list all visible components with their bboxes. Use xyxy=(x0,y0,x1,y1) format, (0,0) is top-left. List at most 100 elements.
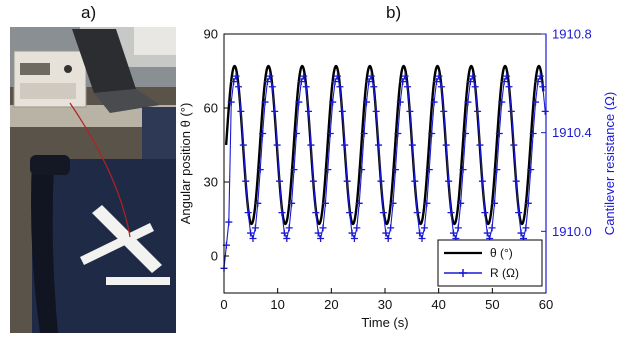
data-point-R xyxy=(367,72,375,80)
data-point-R xyxy=(268,83,276,91)
data-point-R xyxy=(271,107,279,115)
data-point-R xyxy=(442,141,450,149)
legend-label-R: R (Ω) xyxy=(490,266,519,280)
y-left-tick-label: 30 xyxy=(204,175,218,190)
data-point-R xyxy=(237,107,245,115)
data-point-R xyxy=(343,177,351,185)
data-point-R xyxy=(524,199,532,207)
data-point-R xyxy=(353,224,361,232)
lab-setup-photo xyxy=(10,27,176,333)
x-tick-label: 40 xyxy=(431,297,445,312)
data-point-R xyxy=(379,209,387,217)
panel-label-b: b) xyxy=(386,3,402,22)
data-point-R xyxy=(536,72,544,80)
data-point-R xyxy=(280,229,288,237)
data-point-R xyxy=(247,229,255,237)
data-point-R xyxy=(527,166,535,174)
data-point-R xyxy=(505,83,513,91)
y-axis-left-label: Angular position θ (°) xyxy=(178,103,193,225)
data-point-R xyxy=(242,177,250,185)
data-point-R xyxy=(510,141,518,149)
data-point-R xyxy=(309,177,317,185)
data-point-R xyxy=(437,83,445,91)
data-point-R xyxy=(476,141,484,149)
legend-label-theta: θ (°) xyxy=(490,246,513,260)
data-point-R xyxy=(394,129,402,137)
data-point-R xyxy=(263,78,271,86)
data-point-R xyxy=(305,107,313,115)
data-point-R xyxy=(319,224,327,232)
x-tick-label: 50 xyxy=(485,297,499,312)
data-point-R xyxy=(469,72,477,80)
data-point-R xyxy=(483,229,491,237)
data-point-R xyxy=(490,199,498,207)
data-point-R xyxy=(474,107,482,115)
data-point-R xyxy=(413,209,421,217)
data-point-R xyxy=(244,209,252,217)
data-point-R xyxy=(384,235,392,243)
data-point-R xyxy=(225,218,233,226)
data-point-R xyxy=(522,224,530,232)
data-point-R xyxy=(471,83,479,91)
data-point-R xyxy=(449,229,457,237)
data-point-R xyxy=(447,209,455,217)
data-point-R xyxy=(488,224,496,232)
data-point-R xyxy=(466,78,474,86)
data-point-R xyxy=(336,83,344,91)
data-point-R xyxy=(391,166,399,174)
legend-marker-R xyxy=(459,269,467,277)
data-point-R xyxy=(314,229,322,237)
data-point-R xyxy=(317,235,325,243)
data-point-R xyxy=(372,107,380,115)
data-point-R xyxy=(362,98,370,106)
x-axis-label: Time (s) xyxy=(361,315,408,330)
data-point-R xyxy=(408,141,416,149)
data-point-R xyxy=(239,141,247,149)
data-point-R xyxy=(411,177,419,185)
legend: θ (°) R (Ω) xyxy=(437,239,543,287)
data-point-R xyxy=(292,129,300,137)
x-tick-label: 60 xyxy=(539,297,553,312)
data-point-R xyxy=(261,98,269,106)
data-point-R xyxy=(500,78,508,86)
y-right-tick-label: 1910.8 xyxy=(552,27,592,42)
data-point-R xyxy=(273,141,281,149)
data-point-R xyxy=(276,177,284,185)
panel-label-a: a) xyxy=(81,3,97,22)
x-tick-label: 30 xyxy=(378,297,392,312)
data-point-R xyxy=(249,235,257,243)
data-point-R xyxy=(387,224,395,232)
data-point-R xyxy=(416,229,424,237)
data-point-R xyxy=(334,72,342,80)
data-point-R xyxy=(481,209,489,217)
chart-plot: 0 10 20 30 40 50 60 0 30 60 90 1910.0 1910.4 1910.8 T… xyxy=(178,27,617,331)
data-point-R xyxy=(251,224,259,232)
data-point-R xyxy=(321,199,329,207)
data-point-R xyxy=(539,83,547,91)
data-point-R xyxy=(382,229,390,237)
data-point-R xyxy=(435,72,443,80)
data-point-R xyxy=(324,166,332,174)
data-point-R xyxy=(457,199,465,207)
data-point-R xyxy=(227,98,235,106)
data-point-R xyxy=(375,141,383,149)
tape-strip-icon xyxy=(80,205,170,285)
data-point-R xyxy=(365,78,373,86)
data-point-R xyxy=(288,199,296,207)
data-point-R xyxy=(399,78,407,86)
data-point-R xyxy=(503,72,511,80)
data-point-R xyxy=(283,235,291,243)
data-point-R xyxy=(360,129,368,137)
data-point-R xyxy=(433,78,441,86)
data-point-R xyxy=(307,141,315,149)
data-point-R xyxy=(254,199,262,207)
y-axis-right-label: Cantilever resistance (Ω) xyxy=(602,92,617,235)
data-point-R xyxy=(425,166,433,174)
data-point-R xyxy=(430,98,438,106)
data-point-R xyxy=(396,98,404,106)
data-point-R xyxy=(495,129,503,137)
data-point-R xyxy=(401,72,409,80)
data-point-R xyxy=(346,209,354,217)
data-point-R xyxy=(266,72,274,80)
data-point-R xyxy=(285,224,293,232)
